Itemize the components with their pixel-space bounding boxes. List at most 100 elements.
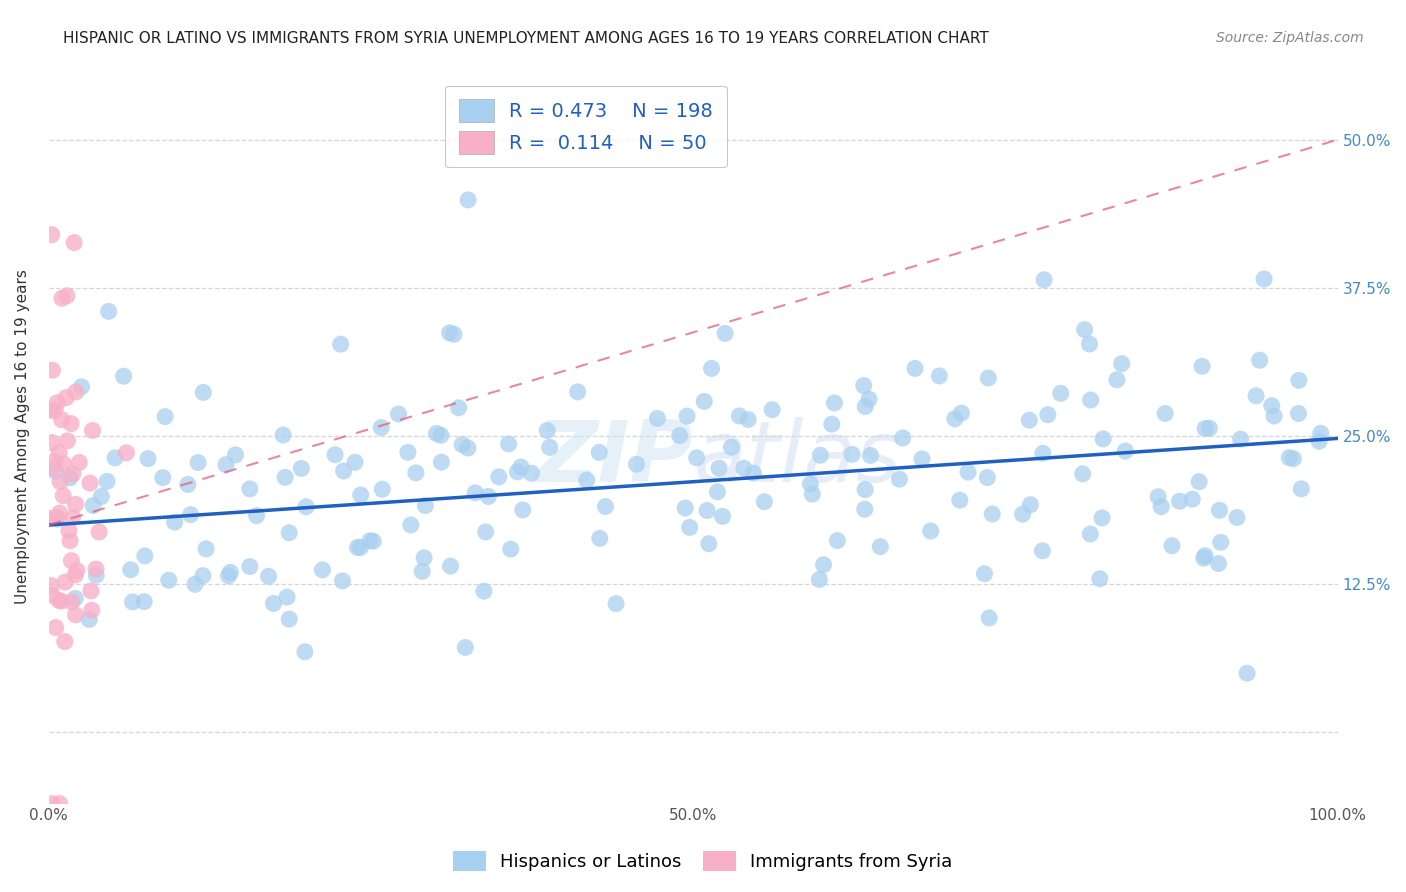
Point — [39, 403, 62, 417]
Point — [215, 458, 238, 472]
Point — [676, 409, 699, 424]
Point — [720, 440, 742, 454]
Point — [295, 500, 318, 514]
Point — [1147, 490, 1170, 504]
Point — [180, 508, 202, 522]
Legend: R = 0.473    N = 198, R =  0.114    N = 50: R = 0.473 N = 198, R = 0.114 N = 50 — [446, 86, 727, 168]
Point — [754, 494, 776, 508]
Point — [53, 634, 76, 648]
Point — [1111, 357, 1133, 371]
Point — [801, 487, 824, 501]
Point — [51, 412, 73, 426]
Point — [413, 499, 436, 513]
Point — [589, 532, 612, 546]
Point — [79, 476, 101, 491]
Point — [120, 563, 142, 577]
Point — [41, 579, 63, 593]
Point — [405, 466, 427, 480]
Point — [323, 448, 346, 462]
Point — [191, 568, 214, 582]
Point — [1309, 426, 1331, 441]
Point — [80, 583, 103, 598]
Point — [59, 471, 82, 485]
Point — [387, 407, 409, 421]
Point — [1191, 359, 1213, 374]
Point — [706, 484, 728, 499]
Point — [1105, 373, 1128, 387]
Point — [488, 470, 510, 484]
Y-axis label: Unemployment Among Ages 16 to 19 years: Unemployment Among Ages 16 to 19 years — [15, 268, 30, 604]
Point — [187, 456, 209, 470]
Point — [957, 465, 980, 479]
Point — [44, 403, 66, 417]
Point — [443, 327, 465, 342]
Point — [134, 594, 156, 608]
Point — [89, 524, 111, 539]
Point — [827, 533, 849, 548]
Point — [1080, 392, 1102, 407]
Point — [761, 402, 783, 417]
Point — [65, 384, 87, 399]
Point — [981, 507, 1004, 521]
Point — [841, 447, 863, 461]
Point — [1198, 421, 1220, 435]
Point — [45, 510, 67, 524]
Point — [41, 227, 63, 242]
Point — [567, 384, 589, 399]
Point — [588, 445, 610, 459]
Point — [53, 575, 76, 590]
Point — [1308, 434, 1330, 449]
Point — [904, 361, 927, 376]
Point — [647, 411, 669, 425]
Point — [195, 541, 218, 556]
Point — [59, 533, 82, 548]
Point — [1078, 527, 1101, 541]
Point — [60, 417, 83, 431]
Point — [950, 406, 973, 420]
Point — [1286, 407, 1309, 421]
Point — [104, 450, 127, 465]
Point — [52, 489, 75, 503]
Point — [39, 511, 62, 525]
Point — [697, 537, 720, 551]
Text: ZIP: ZIP — [536, 417, 693, 500]
Point — [430, 428, 453, 442]
Point — [821, 417, 844, 432]
Point — [943, 412, 966, 426]
Point — [399, 518, 422, 533]
Point — [45, 465, 67, 479]
Point — [41, 797, 63, 811]
Point — [808, 448, 831, 462]
Point — [498, 437, 520, 451]
Point — [1092, 432, 1115, 446]
Point — [605, 597, 627, 611]
Point — [136, 451, 159, 466]
Point — [685, 450, 707, 465]
Point — [858, 392, 880, 407]
Point — [742, 466, 765, 480]
Point — [454, 640, 477, 655]
Point — [1088, 572, 1111, 586]
Point — [595, 500, 617, 514]
Point — [65, 607, 87, 622]
Point — [163, 515, 186, 529]
Point — [1018, 413, 1040, 427]
Point — [451, 438, 474, 452]
Point — [439, 326, 461, 340]
Point — [1181, 492, 1204, 507]
Point — [977, 371, 1000, 385]
Point — [44, 454, 66, 468]
Point — [152, 470, 174, 484]
Point — [536, 424, 558, 438]
Point — [1236, 666, 1258, 681]
Point — [472, 584, 495, 599]
Point — [349, 541, 371, 555]
Point — [177, 477, 200, 491]
Point — [538, 441, 561, 455]
Point — [48, 593, 70, 607]
Point — [700, 361, 723, 376]
Point — [626, 457, 648, 471]
Point — [1049, 386, 1071, 401]
Point — [1071, 467, 1094, 481]
Point — [1208, 503, 1230, 517]
